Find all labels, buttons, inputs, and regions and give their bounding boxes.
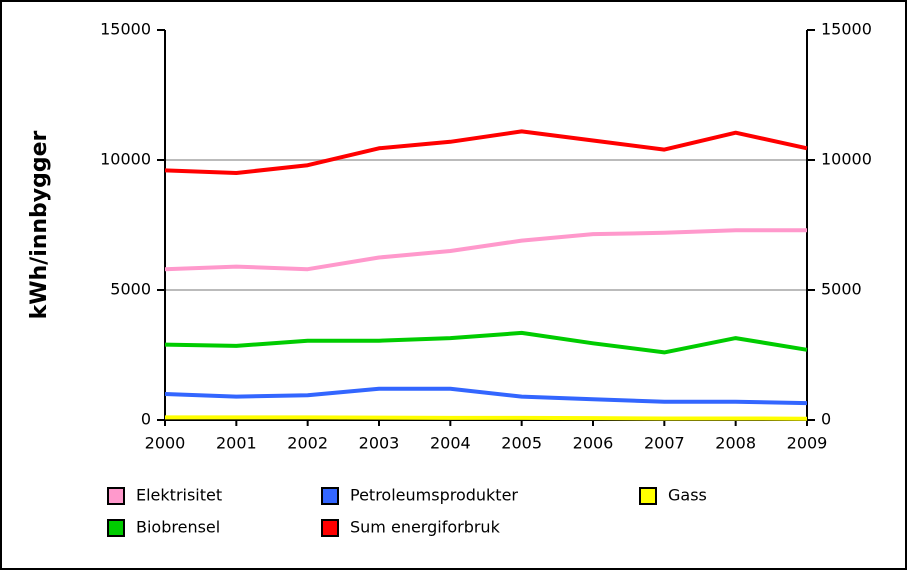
legend-swatch <box>321 519 339 537</box>
legend-swatch <box>107 487 125 505</box>
y-axis-label: kWh/innbygger <box>27 130 52 319</box>
y2-tick-label: 5000 <box>821 280 862 299</box>
x-tick-label: 2002 <box>287 434 328 453</box>
legend-swatch <box>321 487 339 505</box>
legend-label: Biobrensel <box>136 518 220 537</box>
legend-label: Sum energiforbruk <box>350 518 501 537</box>
legend-swatch <box>107 519 125 537</box>
x-tick-label: 2009 <box>787 434 828 453</box>
x-tick-label: 2005 <box>501 434 542 453</box>
x-tick-label: 2000 <box>145 434 186 453</box>
y-tick-label: 0 <box>141 410 151 429</box>
y2-tick-label: 15000 <box>821 20 872 39</box>
y2-tick-label: 0 <box>821 410 831 429</box>
y-tick-label: 10000 <box>100 150 151 169</box>
x-tick-label: 2008 <box>715 434 756 453</box>
y-tick-label: 5000 <box>110 280 151 299</box>
series-line <box>165 415 808 421</box>
x-tick-label: 2003 <box>359 434 400 453</box>
x-tick-label: 2001 <box>216 434 257 453</box>
series-line <box>164 330 808 355</box>
series-line <box>164 228 807 272</box>
y-tick-label: 15000 <box>100 20 151 39</box>
x-tick-label: 2007 <box>644 434 685 453</box>
x-tick-label: 2004 <box>430 434 471 453</box>
y2-tick-label: 10000 <box>821 150 872 169</box>
legend-label: Gass <box>668 486 707 505</box>
legend-label: Petroleumsprodukter <box>350 486 518 505</box>
x-tick-label: 2006 <box>573 434 614 453</box>
series-line <box>164 129 808 175</box>
series-line <box>164 386 808 406</box>
legend-swatch <box>639 487 657 505</box>
legend-label: Elektrisitet <box>136 486 222 505</box>
